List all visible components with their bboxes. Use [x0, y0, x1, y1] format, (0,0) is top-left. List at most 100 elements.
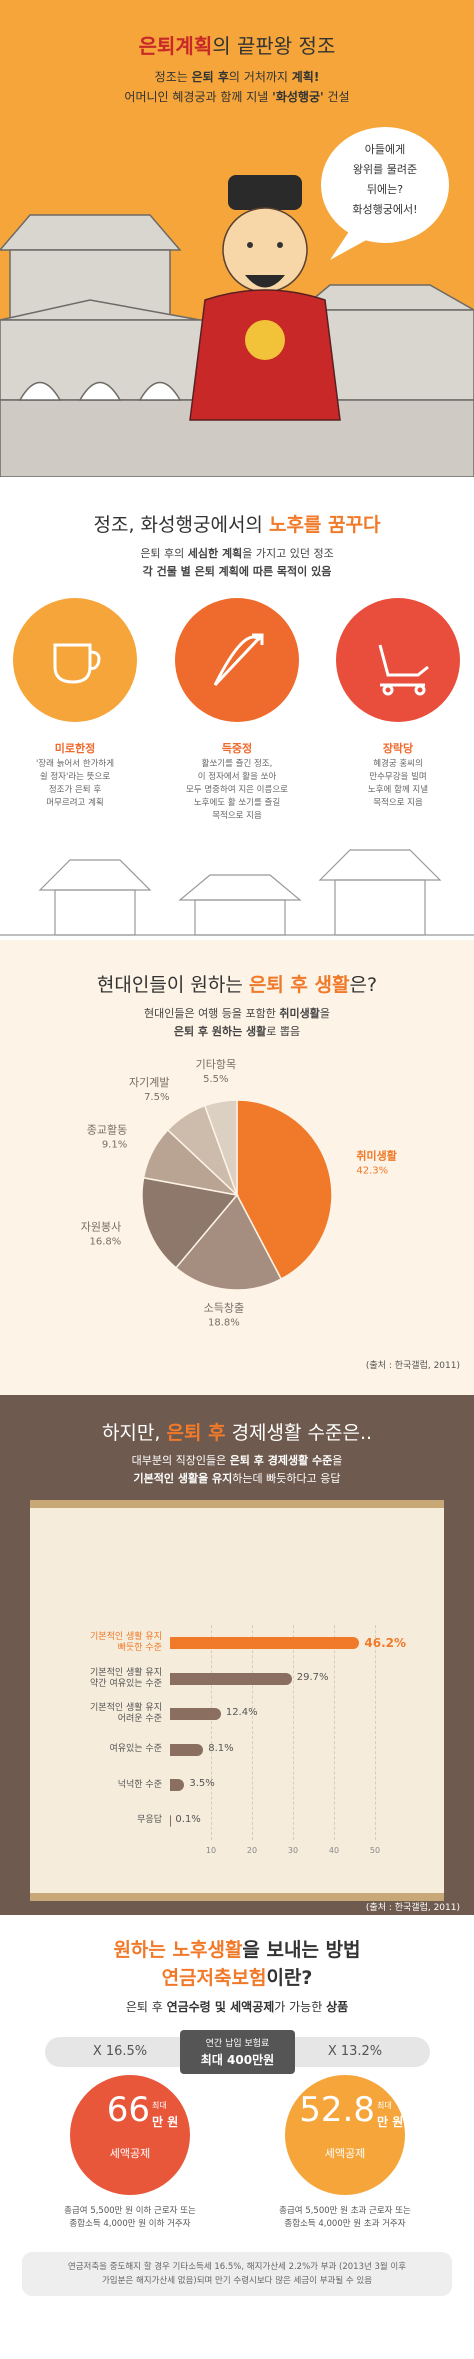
text: 은퇴 후 원하는 생활 — [173, 1025, 267, 1038]
footnote: 연금저축을 중도해지 할 경우 기타소득세 16.5%, 해지가산세 2.2%가… — [22, 2252, 452, 2296]
deduction-label: 세액공제 — [324, 2147, 366, 2160]
pie-chart: 취미생활 42.3% 소득창출 18.8% 자원봉사 16.8% 종교활동 9.1% 자기계발 7… — [81, 1058, 397, 1328]
bar — [170, 1708, 221, 1720]
building-name: 미로한정 — [54, 742, 96, 755]
text: 취미생활 — [279, 1007, 320, 1020]
pie-value-label: 7.5% — [144, 1092, 169, 1103]
plan-title: 정조, 화성행궁에서의 노후를 꿈꾸다 — [0, 510, 474, 537]
deduction-amount: 52.8 — [299, 2090, 375, 2130]
hero-title-rest: 의 끝판왕 정조 — [212, 34, 336, 58]
bar-label: 여유있는 수준 — [109, 1744, 162, 1754]
deduction-label: 세액공제 — [109, 2147, 151, 2160]
text: 을 — [332, 1454, 343, 1467]
text: 은퇴 후 — [166, 1422, 226, 1444]
pie-label: 자기계발 — [129, 1076, 169, 1089]
bar — [170, 1637, 360, 1649]
pie-label: 기타항목 — [196, 1058, 236, 1071]
text: 정조는 — [154, 70, 192, 84]
bar-value-label: 3.5% — [189, 1778, 215, 1789]
pie-value-label: 18.8% — [208, 1317, 240, 1328]
pie-label: 자원봉사 — [81, 1221, 121, 1234]
grid-line — [252, 1625, 253, 1840]
center-bottom: 최대 400만원 — [200, 2053, 275, 2067]
bar-label: 넉넉한 수준 — [117, 1779, 162, 1790]
text: 은퇴 후 생활 — [248, 974, 350, 996]
x-tick-label: 40 — [328, 1846, 340, 1855]
bar-label: 기본적인 생활 유지 어려운 수준 — [90, 1703, 162, 1724]
hero-title-highlight: 은퇴계획 — [138, 34, 213, 58]
text: 어머니인 혜경궁과 함께 지낼 — [124, 90, 273, 104]
plan-graphics — [0, 598, 474, 936]
left-rate: X 16.5% — [92, 2044, 148, 2059]
pie-label: 종교활동 — [87, 1123, 127, 1137]
building-desc: 혜경궁 홍씨의 만수무강을 빌며 노후에 함께 지낼 목적으로 지음 — [367, 759, 429, 808]
hero-title: 은퇴계획의 끝판왕 정조 — [0, 30, 474, 59]
building-desc: '장래 늙어서 한가하게 쉴 정자'라는 뜻으로 정조가 은퇴 후 머무르려고 … — [35, 759, 115, 808]
hero-illustration — [0, 127, 474, 477]
text: 기본적인 생활을 유지 — [133, 1472, 233, 1485]
building-name: 득중정 — [221, 742, 253, 755]
text: 하지만, — [101, 1422, 167, 1444]
x-tick-label: 10 — [205, 1846, 217, 1855]
deduction-max: 최대 — [152, 2101, 167, 2110]
text: 경제생활 수준은.. — [225, 1422, 373, 1444]
text: 은퇴 후 경제생활 수준 — [229, 1454, 333, 1467]
text: 연금저축보험 — [161, 1967, 267, 1989]
text: '화성행궁' — [272, 90, 324, 104]
bar-label: 무응답 — [137, 1815, 162, 1825]
deduction-unit: 만 원 — [152, 2115, 179, 2129]
x-tick-label: 20 — [246, 1846, 258, 1855]
pie-slice — [203, 1099, 238, 1196]
grid-line — [375, 1625, 376, 1840]
grid-line — [334, 1625, 335, 1840]
text: 을 가지고 있던 정조 — [242, 547, 334, 560]
pie-slice — [174, 1193, 283, 1291]
economy-line2: 기본적인 생활을 유지하는데 빠듯하다고 응답 — [0, 1470, 474, 1486]
bar-value-label: 46.2% — [364, 1636, 407, 1650]
x-tick-label: 30 — [287, 1846, 299, 1855]
wish-line1: 현대인들은 여행 등을 포함한 취미생활을 — [0, 1005, 474, 1021]
plan-line2: 각 건물 별 은퇴 계획에 따른 목적이 있음 — [142, 565, 332, 578]
text: 의 거처까지 — [228, 70, 292, 84]
center-top: 연간 납입 보험료 — [205, 2039, 270, 2049]
bar — [170, 1743, 204, 1756]
text: 원하는 — [113, 1939, 173, 1961]
pie-value-label: 5.5% — [203, 1074, 228, 1085]
text: 로 뽑음 — [266, 1025, 301, 1038]
wish-line2: 은퇴 후 원하는 생활로 뽑음 — [0, 1023, 474, 1039]
pension-title1: 원하는 노후생활을 보내는 방법 — [0, 1935, 474, 1962]
hero-line2: 어머니인 혜경궁과 함께 지낼 '화성행궁' 건설 — [0, 88, 474, 105]
bar-label: 기본적인 생활 유지 빠듯한 수준 — [90, 1632, 162, 1653]
text: 노후생활 — [172, 1939, 243, 1961]
text: 상품 — [326, 2000, 349, 2014]
bar — [170, 1779, 185, 1791]
text: 을 — [319, 1007, 331, 1020]
text: 은? — [349, 974, 378, 996]
pension-sub: 은퇴 후 연금수령 및 세액공제가 가능한 상품 — [0, 1998, 474, 2015]
grid-line — [293, 1625, 294, 1840]
source: (출처 : 한국갤럽, 2011) — [365, 1903, 460, 1913]
pie-slice — [236, 1099, 333, 1281]
hero-line1: 정조는 은퇴 후의 거처까지 계획! — [0, 68, 474, 85]
building-desc: 활쏘기를 즐긴 정조, 이 정자에서 활을 쏘아 모두 명중하여 지은 이름으로… — [186, 759, 288, 821]
building-name: 장락당 — [382, 742, 414, 755]
plan-line1: 은퇴 후의 세심한 계획을 가지고 있던 정조 — [0, 545, 474, 561]
deduction-circle — [70, 2075, 190, 2195]
deduction-circle — [285, 2075, 405, 2195]
pie-label: 소득창출 — [204, 1301, 244, 1314]
text: 하는데 빠듯하다고 응답 — [232, 1472, 341, 1485]
text: 현대인들이 원하는 — [96, 974, 249, 996]
text: 세심한 계획 — [187, 547, 243, 560]
pie-slice — [141, 1176, 239, 1269]
bar-value-label: 8.1% — [208, 1742, 234, 1754]
text: 대부분의 직장인들은 — [131, 1454, 230, 1467]
text: 연금수령 및 세액공제 — [166, 2000, 275, 2014]
deduction-desc: 총급여 5,500만 원 이하 근로자 또는 종합소득 4,000만 원 이하 … — [64, 2206, 196, 2229]
bar-value-label: 0.1% — [175, 1813, 201, 1825]
deduction-max: 최대 — [377, 2101, 392, 2110]
pie-value-label: 42.3% — [356, 1166, 388, 1177]
wish-title: 현대인들이 원하는 은퇴 후 생활은? — [0, 970, 474, 997]
pie-value-label: 9.1% — [102, 1140, 127, 1151]
text: 가 가능한 — [274, 2000, 327, 2014]
